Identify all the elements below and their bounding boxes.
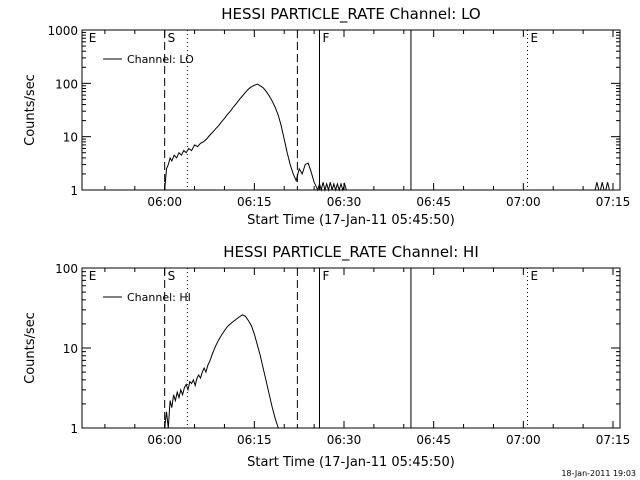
panel-lo-ytick-label-1: 10 [63, 131, 78, 145]
panel-lo: HESSI PARTICLE_RATE Channel: LO Start Ti… [23, 5, 630, 228]
panel-lo-ytick-label-3: 1000 [47, 24, 78, 38]
panel-hi-xtick-label-5: 07:15 [596, 433, 631, 447]
panel-hi-flag-label-0: E [89, 269, 97, 283]
panel-hi-xtick-label-0: 06:00 [147, 433, 182, 447]
panel-lo-ytick-label-0: 1 [70, 184, 78, 198]
panel-lo-flag-label-4: F [322, 31, 329, 45]
footer-timestamp: 18-Jan-2011 19:03 [561, 469, 636, 478]
panel-lo-frame [81, 29, 621, 191]
panel-hi-xtick-label-2: 06:30 [327, 433, 362, 447]
panel-hi-xlabel: Start Time (17-Jan-11 05:45:50) [247, 455, 455, 470]
panel-lo-xlabel: Start Time (17-Jan-11 05:45:50) [247, 213, 455, 228]
panel-lo-xtick-label-5: 07:15 [596, 195, 631, 209]
panel-hi-xtick-label-3: 06:45 [416, 433, 451, 447]
panel-lo-flag-label-1: S [168, 31, 176, 45]
panel-hi-series-0 [164, 314, 285, 429]
panel-hi-ytick-label-0: 1 [70, 422, 78, 436]
panel-lo-xtick-label-4: 07:00 [506, 195, 541, 209]
panel-hi-legend-label: Channel: HI [127, 291, 191, 304]
panel-hi-flag-label-1: S [168, 269, 176, 283]
panel-lo-series-0 [164, 83, 347, 192]
panel-lo-legend-label: Channel: LO [127, 53, 194, 66]
panel-hi-xtick-label-4: 07:00 [506, 433, 541, 447]
panel-hi-xtick-label-1: 06:15 [237, 433, 272, 447]
panel-hi-ytick-label-2: 100 [55, 262, 78, 276]
panel-lo-flag-label-6: E [531, 31, 539, 45]
panel-lo-ylabel: Counts/sec [23, 74, 38, 146]
panel-lo-xtick-label-1: 06:15 [237, 195, 272, 209]
panel-hi-ytick-label-1: 10 [63, 342, 78, 356]
panel-lo-title: HESSI PARTICLE_RATE Channel: LO [221, 5, 480, 24]
panel-lo-flag-label-0: E [89, 31, 97, 45]
panel-hi: HESSI PARTICLE_RATE Channel: HI Start Ti… [23, 243, 630, 470]
panel-hi-flag-label-4: F [322, 269, 329, 283]
panel-hi-title: HESSI PARTICLE_RATE Channel: HI [223, 243, 479, 262]
panel-lo-series-1 [594, 182, 612, 191]
panel-lo-xtick-label-0: 06:00 [147, 195, 182, 209]
panel-hi-flag-label-6: E [531, 269, 539, 283]
panel-lo-xtick-label-3: 06:45 [416, 195, 451, 209]
panel-lo-xtick-label-2: 06:30 [327, 195, 362, 209]
panel-lo-ytick-label-2: 100 [55, 77, 78, 91]
panel-hi-ylabel: Counts/sec [23, 312, 38, 384]
